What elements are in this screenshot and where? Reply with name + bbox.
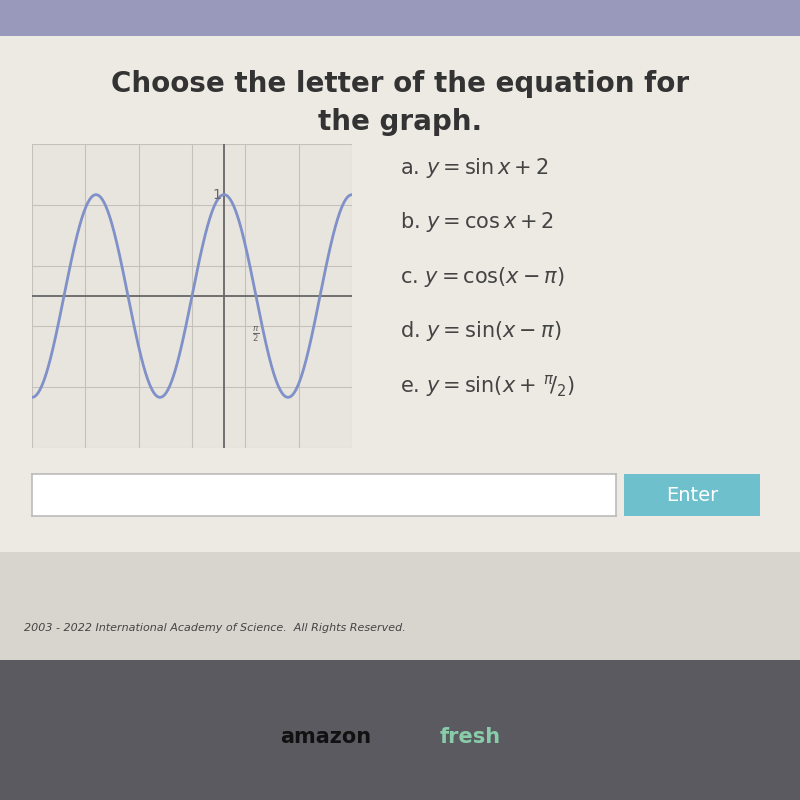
Text: a. $y = \sin x + 2$: a. $y = \sin x + 2$ (400, 156, 549, 180)
Text: Choose the letter of the equation for: Choose the letter of the equation for (111, 70, 689, 98)
Text: b. $y = \cos x + 2$: b. $y = \cos x + 2$ (400, 210, 554, 234)
Text: d. $y = \sin(x - \pi)$: d. $y = \sin(x - \pi)$ (400, 319, 562, 343)
Text: fresh: fresh (440, 727, 501, 747)
Text: 1: 1 (212, 188, 221, 202)
Text: 2003 - 2022 International Academy of Science.  All Rights Reserved.: 2003 - 2022 International Academy of Sci… (24, 623, 406, 633)
Text: amazon: amazon (280, 727, 371, 747)
Text: $\frac{\pi}{2}$: $\frac{\pi}{2}$ (252, 324, 260, 344)
Text: the graph.: the graph. (318, 108, 482, 135)
Text: Enter: Enter (666, 486, 718, 505)
Text: e. $y = \sin(x + \,^{\pi}\!/_{2})$: e. $y = \sin(x + \,^{\pi}\!/_{2})$ (400, 373, 575, 398)
Text: c. $y = \cos(x - \pi)$: c. $y = \cos(x - \pi)$ (400, 265, 565, 289)
